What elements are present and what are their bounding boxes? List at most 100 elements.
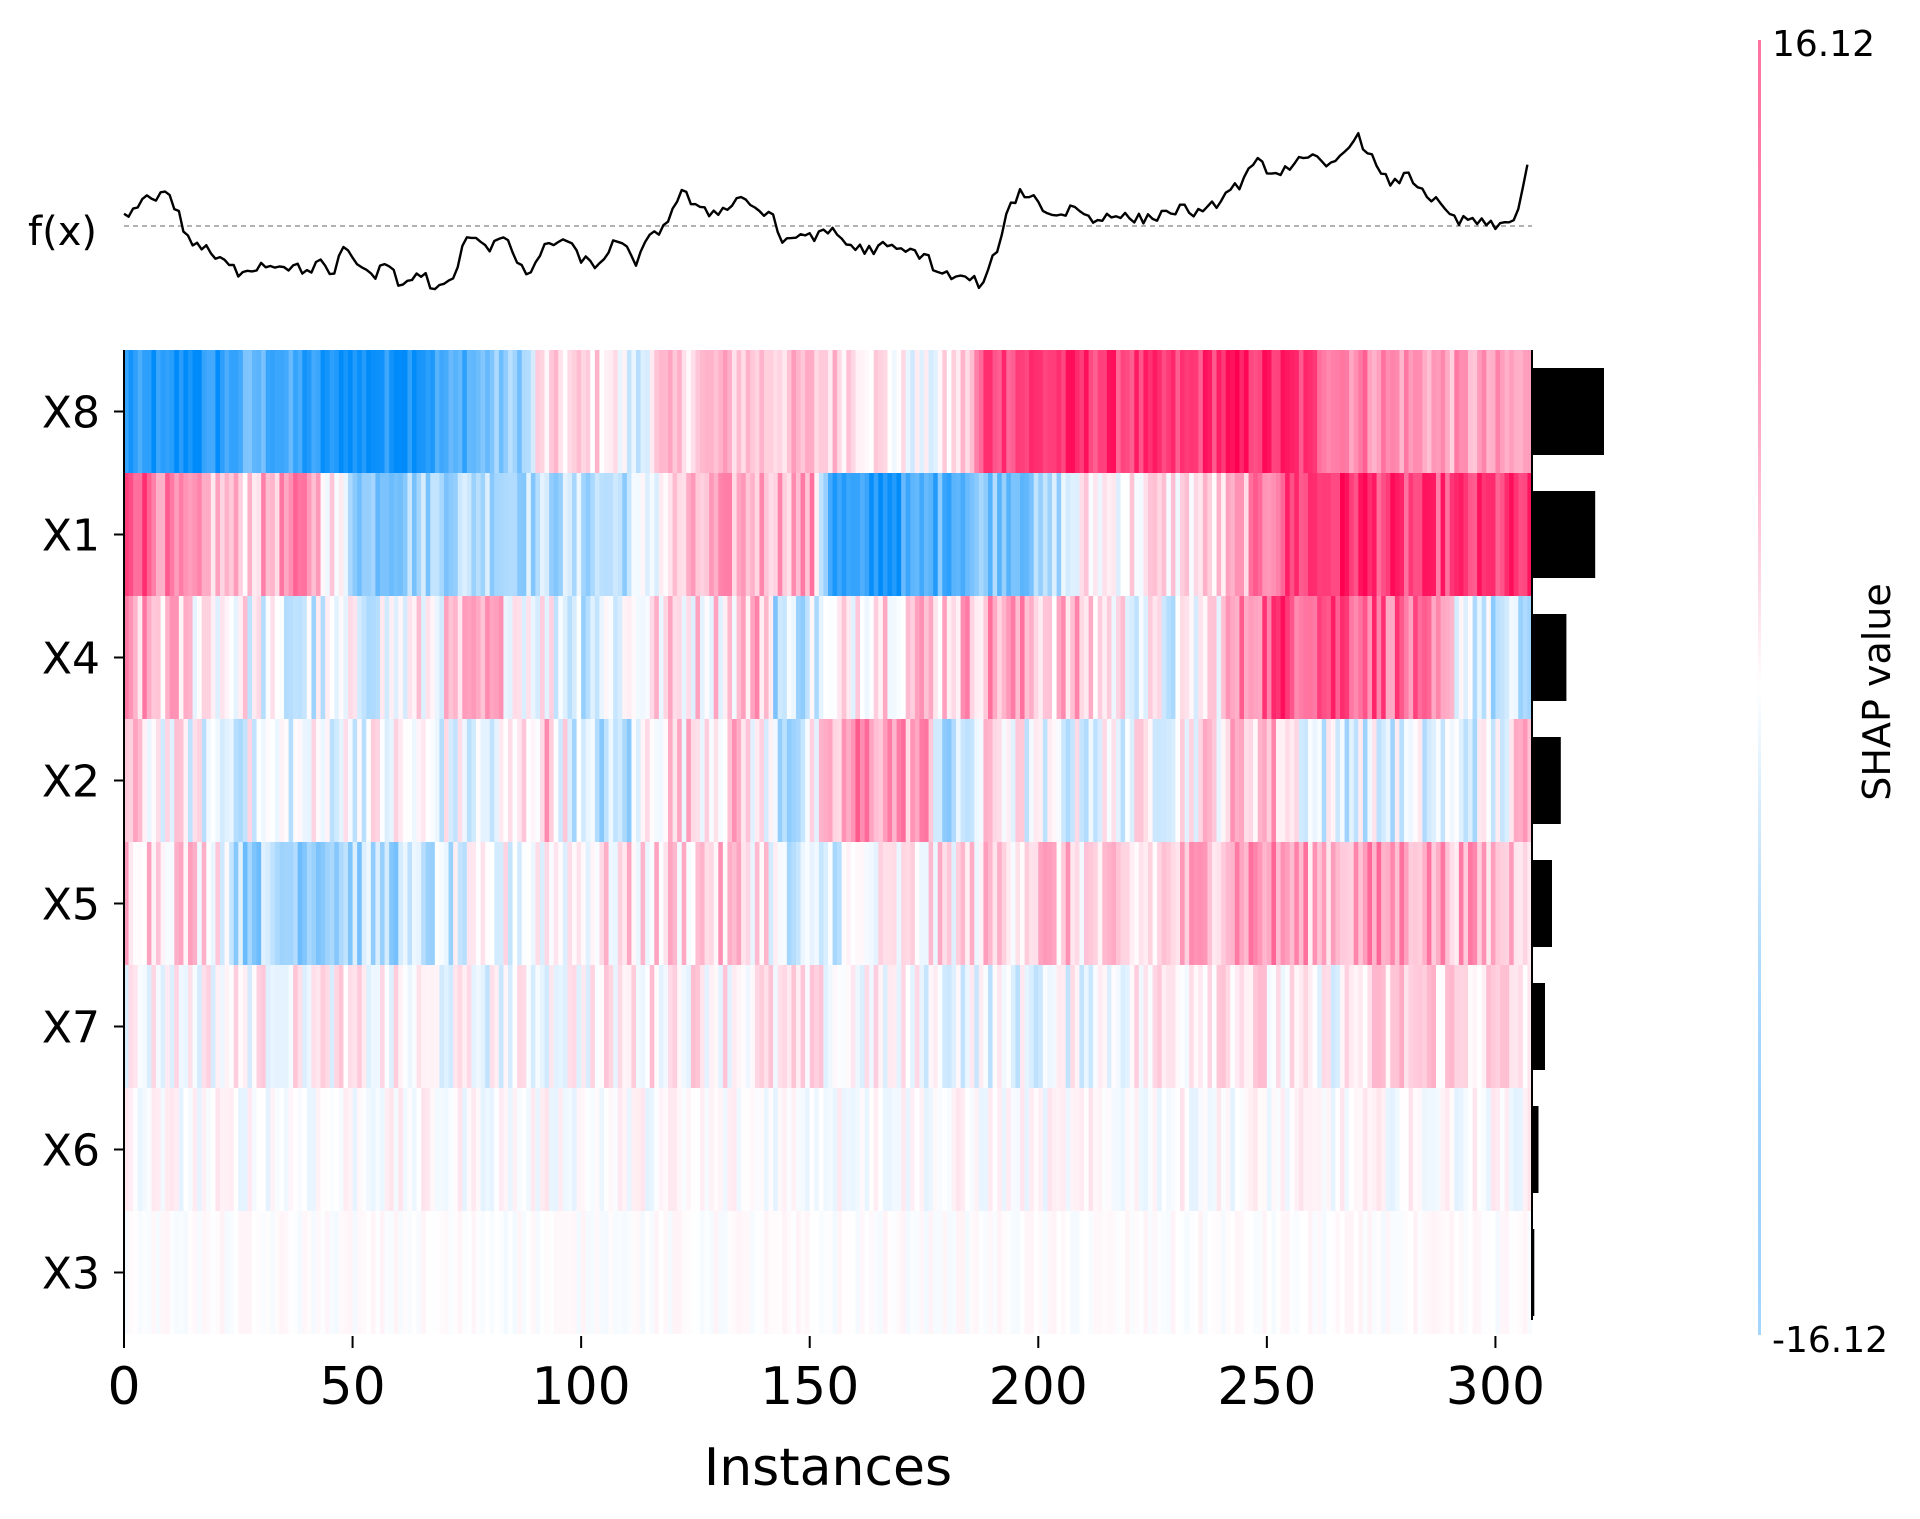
heatmap-cell xyxy=(1052,842,1058,965)
heatmap-cell xyxy=(124,350,130,473)
heatmap-cell xyxy=(732,1088,738,1211)
heatmap-cell xyxy=(1198,719,1204,842)
heatmap-cell xyxy=(1134,1088,1140,1211)
heatmap-cell xyxy=(736,719,742,842)
heatmap-cell xyxy=(1509,719,1515,842)
heatmap-cell xyxy=(594,965,601,1088)
heatmap-cell xyxy=(1010,842,1017,965)
heatmap-cell xyxy=(1394,842,1401,965)
heatmap-cell xyxy=(201,1211,207,1334)
heatmap-cell xyxy=(1326,842,1332,965)
heatmap-cell xyxy=(631,596,637,719)
heatmap-cell xyxy=(1230,473,1236,596)
heatmap-cell xyxy=(1184,842,1190,965)
heatmap-cell xyxy=(1193,596,1199,719)
heatmap-cell xyxy=(969,596,975,719)
heatmap-cell xyxy=(796,350,802,473)
heatmap-cell xyxy=(1372,350,1378,473)
heatmap-cell xyxy=(380,1088,386,1211)
heatmap-cell xyxy=(654,473,660,596)
heatmap-cell xyxy=(316,719,322,842)
heatmap-cell xyxy=(704,596,710,719)
heatmap-cell xyxy=(188,1211,194,1334)
heatmap-cell xyxy=(320,719,326,842)
heatmap-cell xyxy=(256,965,262,1088)
heatmap-cell xyxy=(1381,473,1387,596)
heatmap-cell xyxy=(1408,719,1414,842)
heatmap-cell xyxy=(1056,473,1062,596)
heatmap-cell xyxy=(745,596,751,719)
heatmap-cell xyxy=(457,1088,463,1211)
heatmap-cell xyxy=(1234,596,1241,719)
heatmap-cell xyxy=(1495,965,1501,1088)
heatmap-cell xyxy=(718,596,724,719)
heatmap-cell xyxy=(745,842,751,965)
heatmap-cell xyxy=(338,719,345,842)
heatmap-cell xyxy=(498,1088,505,1211)
heatmap-cell xyxy=(1285,1088,1291,1211)
heatmap-cell xyxy=(800,1088,806,1211)
heatmap-cell xyxy=(1463,719,1469,842)
heatmap-cell xyxy=(736,350,742,473)
heatmap-cell xyxy=(1490,473,1497,596)
heatmap-cell xyxy=(1486,596,1492,719)
heatmap-cell xyxy=(882,1088,889,1211)
heatmap-cell xyxy=(165,1088,171,1211)
heatmap-cell xyxy=(1294,842,1300,965)
heatmap-cell xyxy=(613,965,619,1088)
heatmap-cell xyxy=(1198,350,1204,473)
heatmap-cell xyxy=(1143,596,1149,719)
heatmap-cell xyxy=(969,842,975,965)
heatmap-cell xyxy=(1312,719,1318,842)
heatmap-cell xyxy=(124,473,130,596)
heatmap-cell xyxy=(878,842,884,965)
heatmap-cell xyxy=(636,1211,642,1334)
heatmap-cell xyxy=(1458,350,1465,473)
heatmap-cell xyxy=(1212,473,1218,596)
heatmap-cell xyxy=(466,965,473,1088)
heatmap-cell xyxy=(1166,473,1172,596)
heatmap-cell xyxy=(434,719,441,842)
heatmap-cell xyxy=(448,719,454,842)
heatmap-cell xyxy=(146,1088,153,1211)
heatmap-cell xyxy=(608,842,614,965)
heatmap-cell xyxy=(764,1088,770,1211)
heatmap-cell xyxy=(508,473,514,596)
heatmap-cell xyxy=(329,719,335,842)
heatmap-cell xyxy=(421,965,427,1088)
heatmap-cell xyxy=(288,842,294,965)
heatmap-cell xyxy=(1362,842,1369,965)
heatmap-cell xyxy=(681,1088,687,1211)
heatmap-cell xyxy=(1020,965,1026,1088)
x-tick-label: 100 xyxy=(532,1357,631,1417)
heatmap-cell xyxy=(316,473,322,596)
y-tick-label: X2 xyxy=(42,757,100,808)
heatmap-cell xyxy=(521,596,527,719)
heatmap-cell xyxy=(302,350,308,473)
heatmap-cell xyxy=(1230,719,1236,842)
heatmap-cell xyxy=(156,965,162,1088)
heatmap-cell xyxy=(1330,842,1337,965)
heatmap-cell xyxy=(494,596,500,719)
heatmap-cell xyxy=(974,473,980,596)
heatmap-cell xyxy=(348,1088,354,1211)
heatmap-cell xyxy=(498,965,505,1088)
heatmap-cell xyxy=(1111,473,1117,596)
heatmap-cell xyxy=(252,842,258,965)
heatmap-cell xyxy=(462,965,468,1088)
heatmap-cell xyxy=(370,1211,377,1334)
heatmap-cell xyxy=(969,1211,975,1334)
heatmap-cell xyxy=(1175,473,1181,596)
heatmap-cell xyxy=(869,719,875,842)
heatmap-cell xyxy=(165,1211,171,1334)
heatmap-cell xyxy=(809,719,815,842)
heatmap-cell xyxy=(361,1088,367,1211)
heatmap-cell xyxy=(1074,1211,1081,1334)
heatmap-cell xyxy=(1134,1211,1140,1334)
heatmap-cell xyxy=(402,1211,409,1334)
heatmap-cell xyxy=(1404,473,1410,596)
heatmap-cell xyxy=(1056,965,1062,1088)
heatmap-cell xyxy=(407,719,413,842)
heatmap-cell xyxy=(1120,596,1126,719)
heatmap-cell xyxy=(1399,842,1405,965)
